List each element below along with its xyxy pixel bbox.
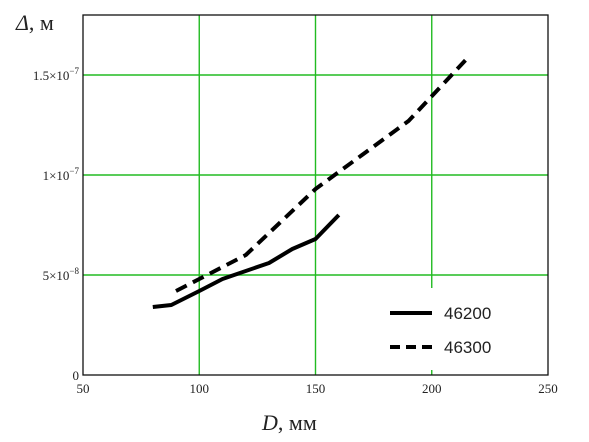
tick-labels: 50 100 150 200 250 0 5×10−8 1×10−7 1.5×10−7 xyxy=(33,66,558,396)
x-tick-label: 200 xyxy=(422,381,442,396)
legend: 46200 46300 xyxy=(380,288,528,370)
y-tick-label: 5×10−8 xyxy=(43,266,80,283)
plot-frame xyxy=(82,14,549,376)
y-tick-label: 1.5×10−7 xyxy=(33,66,80,83)
x-axis-title: D, мм xyxy=(261,410,317,435)
legend-background xyxy=(380,288,528,370)
x-tick-label: 100 xyxy=(190,381,210,396)
x-axis-unit: , мм xyxy=(278,410,317,435)
series-layer xyxy=(152,57,469,309)
x-tick-label: 150 xyxy=(306,381,326,396)
grid-lines xyxy=(83,15,548,375)
x-tick-label: 250 xyxy=(538,381,558,396)
legend-label-46200: 46200 xyxy=(444,304,491,323)
series-line-46200 xyxy=(152,213,341,309)
y-axis-title: Δ, м xyxy=(15,10,54,35)
x-axis-symbol: D xyxy=(261,410,278,435)
x-tick-label: 50 xyxy=(77,381,90,396)
y-axis-unit: , м xyxy=(29,10,54,35)
series-line-46300 xyxy=(175,57,469,293)
y-tick-label: 1×10−7 xyxy=(43,166,80,183)
y-tick-label: 0 xyxy=(73,368,80,383)
legend-label-46300: 46300 xyxy=(444,338,491,357)
y-axis-symbol: Δ xyxy=(15,10,29,35)
